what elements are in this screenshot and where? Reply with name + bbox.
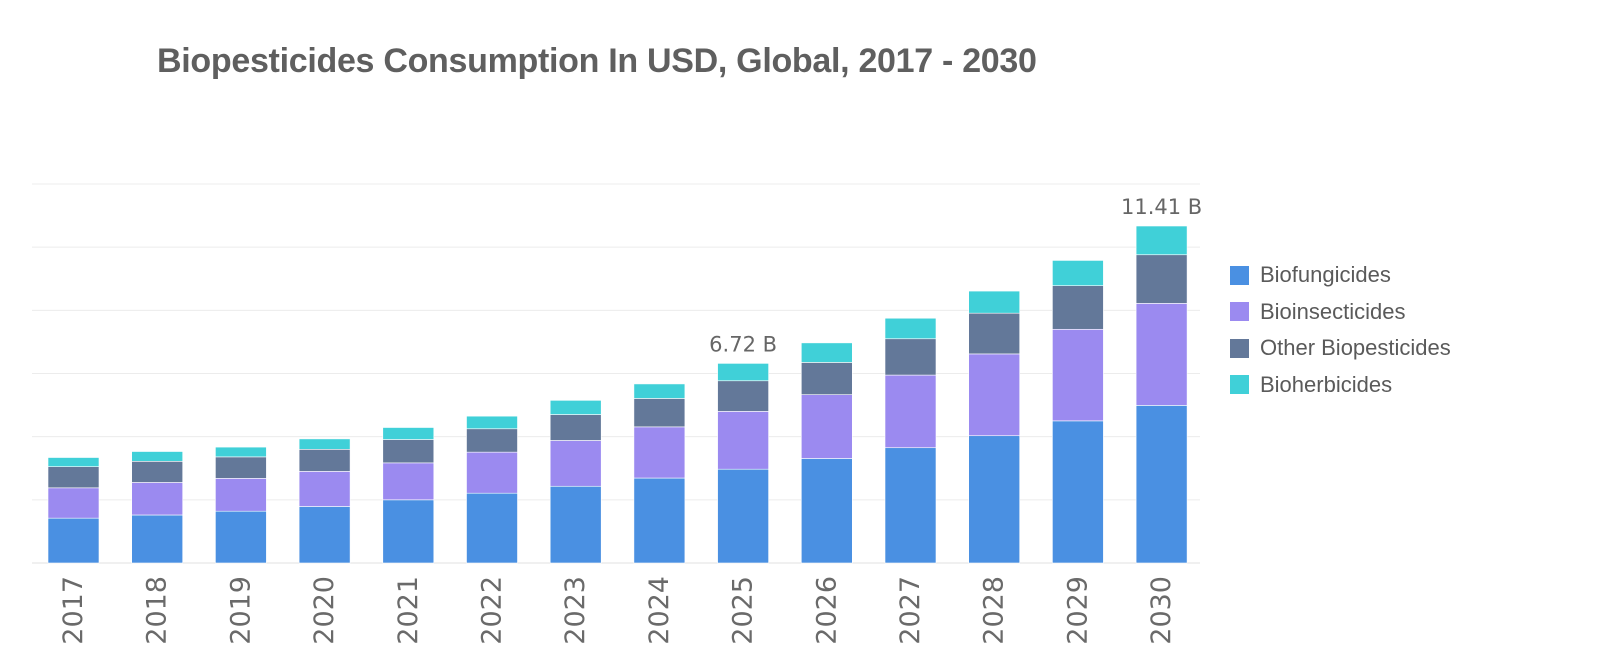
legend-label: Biofungicides <box>1260 262 1391 288</box>
x-tick-label-2017: 2017 <box>58 576 89 645</box>
bar-biofungicides-2029[interactable] <box>1052 420 1104 564</box>
bar-other-biopesticides-2018[interactable] <box>131 461 183 483</box>
bar-other-biopesticides-2027[interactable] <box>884 338 937 376</box>
legend-label: Other Biopesticides <box>1260 335 1451 361</box>
bar-other-biopesticides-2020[interactable] <box>298 448 351 472</box>
legend-swatch <box>1230 302 1249 322</box>
gridlines <box>32 183 1200 564</box>
bar-other-biopesticides-2017[interactable] <box>47 466 100 489</box>
bar-biofungicides-2022[interactable] <box>466 492 518 564</box>
bar-bioinsecticides-2020[interactable] <box>298 471 351 507</box>
x-tick-label-2030: 2030 <box>1146 576 1177 645</box>
x-tick-label-2027: 2027 <box>895 576 926 645</box>
x-tick-label-2018: 2018 <box>142 576 173 645</box>
x-tick-label-2020: 2020 <box>309 576 340 645</box>
bar-biofungicides-2024[interactable] <box>633 477 686 564</box>
x-tick-label-2019: 2019 <box>225 576 256 645</box>
bars <box>47 225 1188 564</box>
legend-item-bioherbicides[interactable]: Bioherbicides <box>1230 367 1451 404</box>
x-tick-label-2022: 2022 <box>477 576 508 645</box>
bar-bioherbicides-2028[interactable] <box>968 290 1021 314</box>
bar-biofungicides-2030[interactable] <box>1135 405 1188 564</box>
bar-other-biopesticides-2023[interactable] <box>549 414 602 441</box>
bar-bioinsecticides-2017[interactable] <box>47 487 100 519</box>
bar-bioinsecticides-2024[interactable] <box>633 426 686 479</box>
bar-bioinsecticides-2030[interactable] <box>1135 303 1188 406</box>
x-tick-label-2025: 2025 <box>728 576 759 645</box>
bar-bioinsecticides-2021[interactable] <box>382 462 435 501</box>
bar-bioinsecticides-2018[interactable] <box>131 482 183 516</box>
data-label-2030: 11.41 B <box>1121 195 1202 219</box>
x-tick-label-2024: 2024 <box>644 576 675 645</box>
bar-bioherbicides-2022[interactable] <box>466 415 518 430</box>
bar-bioherbicides-2018[interactable] <box>131 451 183 462</box>
bar-biofungicides-2025[interactable] <box>717 468 769 564</box>
bar-bioinsecticides-2023[interactable] <box>549 440 602 487</box>
bar-biofungicides-2018[interactable] <box>131 514 183 564</box>
bar-bioherbicides-2024[interactable] <box>633 383 686 399</box>
bar-bioherbicides-2023[interactable] <box>549 400 602 415</box>
data-labels: 6.72 B 11.41 B <box>709 195 1202 356</box>
bar-biofungicides-2028[interactable] <box>968 435 1021 564</box>
legend-label: Bioinsecticides <box>1260 298 1406 324</box>
legend-swatch <box>1230 338 1249 358</box>
bar-bioherbicides-2026[interactable] <box>800 342 853 363</box>
bar-other-biopesticides-2026[interactable] <box>800 362 853 395</box>
legend-item-bioinsecticides[interactable]: Bioinsecticides <box>1230 294 1451 331</box>
x-tick-label-2029: 2029 <box>1062 576 1093 645</box>
bar-bioherbicides-2025[interactable] <box>717 363 769 382</box>
legend-swatch <box>1230 265 1249 285</box>
bar-other-biopesticides-2025[interactable] <box>717 380 769 412</box>
bar-other-biopesticides-2030[interactable] <box>1135 254 1188 304</box>
bar-biofungicides-2023[interactable] <box>549 485 602 564</box>
legend-item-biofungicides[interactable]: Biofungicides <box>1230 257 1451 294</box>
bar-bioherbicides-2017[interactable] <box>47 457 100 467</box>
bar-other-biopesticides-2024[interactable] <box>633 398 686 428</box>
bar-biofungicides-2019[interactable] <box>215 510 267 564</box>
bar-biofungicides-2027[interactable] <box>884 447 937 564</box>
bar-bioinsecticides-2025[interactable] <box>717 411 769 470</box>
bar-bioinsecticides-2019[interactable] <box>215 478 267 512</box>
x-tick-label-2021: 2021 <box>393 576 424 645</box>
bar-other-biopesticides-2028[interactable] <box>968 312 1021 355</box>
bar-other-biopesticides-2022[interactable] <box>466 428 518 453</box>
bar-other-biopesticides-2029[interactable] <box>1052 285 1104 330</box>
bar-bioherbicides-2021[interactable] <box>382 427 435 440</box>
x-tick-label-2023: 2023 <box>560 576 591 645</box>
legend: Biofungicides Bioinsecticides Other Biopes… <box>1230 257 1451 403</box>
bar-bioherbicides-2030[interactable] <box>1135 225 1188 256</box>
bar-bioherbicides-2019[interactable] <box>215 446 267 458</box>
legend-swatch <box>1230 375 1249 395</box>
bar-bioinsecticides-2022[interactable] <box>466 451 518 494</box>
bar-other-biopesticides-2021[interactable] <box>382 439 435 464</box>
bar-bioherbicides-2020[interactable] <box>298 438 351 450</box>
chart-title: Biopesticides Consumption In USD, Global… <box>157 42 1037 80</box>
bar-bioinsecticides-2028[interactable] <box>968 353 1021 437</box>
bar-biofungicides-2021[interactable] <box>382 499 435 564</box>
bar-other-biopesticides-2019[interactable] <box>215 456 267 479</box>
legend-label: Bioherbicides <box>1260 371 1393 397</box>
x-axis-tick-labels: 2017 2018 2019 2020 2021 2022 2023 2024 2025 2026… <box>58 576 1177 645</box>
bar-bioherbicides-2027[interactable] <box>884 317 937 340</box>
bar-bioinsecticides-2026[interactable] <box>800 394 853 459</box>
x-tick-label-2026: 2026 <box>811 576 842 645</box>
data-label-2025: 6.72 B <box>709 332 777 356</box>
bar-biofungicides-2017[interactable] <box>47 517 100 564</box>
bar-bioherbicides-2029[interactable] <box>1052 260 1104 286</box>
bar-bioinsecticides-2027[interactable] <box>884 374 937 449</box>
bar-bioinsecticides-2029[interactable] <box>1052 328 1104 422</box>
x-tick-label-2028: 2028 <box>979 576 1010 645</box>
bar-biofungicides-2020[interactable] <box>298 506 351 564</box>
legend-item-other-biopesticides[interactable]: Other Biopesticides <box>1230 330 1451 367</box>
bar-biofungicides-2026[interactable] <box>800 458 853 564</box>
